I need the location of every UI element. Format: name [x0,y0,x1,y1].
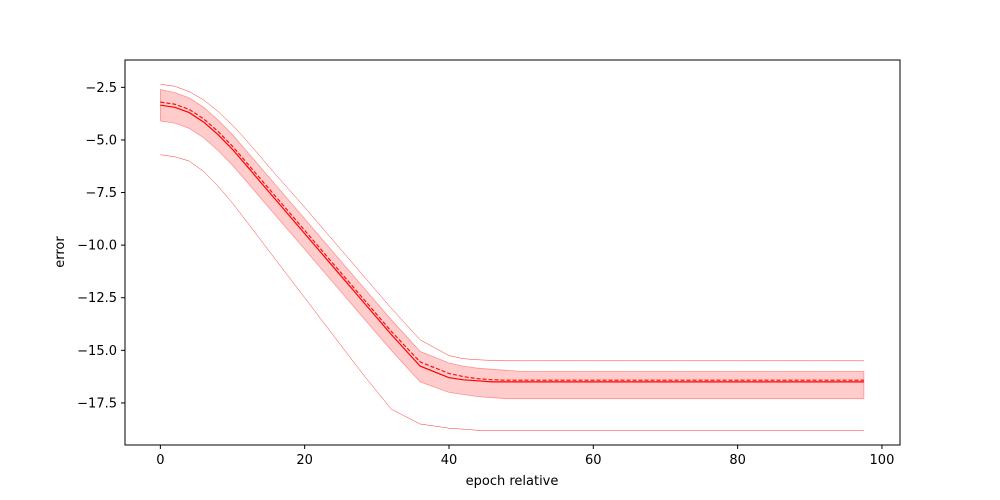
x-tick-label: 80 [729,453,746,468]
plot-area [160,83,865,431]
y-tick-label: −17.5 [77,396,117,411]
x-tick-label: 40 [441,453,458,468]
y-axis: −2.5 −5.0 −7.5 −10.0 −12.5 −15.0 −17.5 [77,81,125,411]
mean-line [160,104,864,383]
x-axis-label: epoch relative [466,474,559,489]
median-line [160,101,864,381]
y-axis-label: error [53,236,68,268]
x-axis: 0 20 40 60 80 100 [156,445,894,468]
x-tick-label: 0 [156,453,164,468]
y-tick-label: −7.5 [85,186,117,201]
y-tick-label: −15.0 [77,344,117,359]
x-tick-label: 100 [870,453,895,468]
confidence-band [160,89,865,400]
axes-frame [124,59,901,446]
x-tick-label: 60 [585,453,602,468]
min-line [160,154,864,431]
x-tick-label: 20 [296,453,313,468]
max-line [160,83,864,362]
y-tick-label: −10.0 [77,239,117,254]
y-tick-label: −2.5 [85,81,117,96]
y-tick-label: −12.5 [77,291,117,306]
y-tick-label: −5.0 [85,133,117,148]
